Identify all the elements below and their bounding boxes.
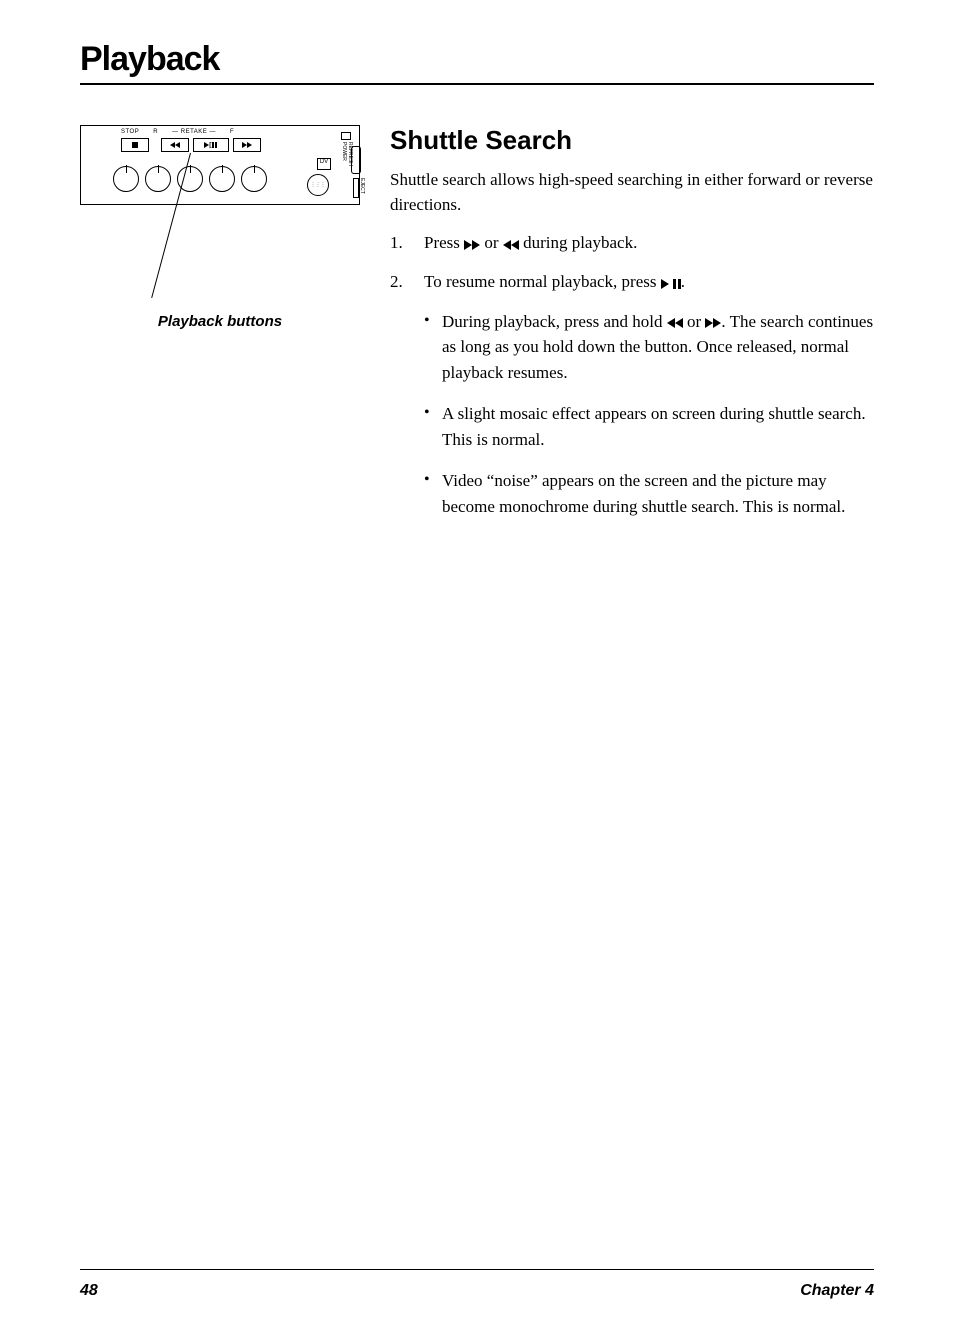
- retake-label: — RETAKE —: [172, 129, 216, 135]
- note-text: During playback, press and hold or . The…: [442, 309, 874, 386]
- button-labels-row: STOP R — RETAKE — F: [121, 129, 234, 135]
- speaker-icon: ⋮⋮⋮: [307, 174, 329, 196]
- note-2: • A slight mosaic effect appears on scre…: [424, 401, 874, 452]
- content-area: STOP R — RETAKE — F: [80, 125, 874, 535]
- step-text: To resume normal playback, press .: [424, 270, 685, 295]
- page-number: 48: [80, 1282, 98, 1300]
- knob-row: [113, 166, 267, 192]
- note-3: • Video “noise” appears on the screen an…: [424, 468, 874, 519]
- step-1: 1. Press or during playback.: [390, 231, 874, 256]
- dv-indicator: DV: [317, 158, 331, 170]
- fast-forward-button: [233, 138, 261, 152]
- notes-list: • During playback, press and hold or . T…: [424, 309, 874, 520]
- note-text: Video “noise” appears on the screen and …: [442, 468, 874, 519]
- knob-5: [241, 166, 267, 192]
- note-1: • During playback, press and hold or . T…: [424, 309, 874, 386]
- playback-buttons-diagram: STOP R — RETAKE — F: [80, 125, 360, 290]
- knob-2: [145, 166, 171, 192]
- step-2: 2. To resume normal playback, press .: [390, 270, 874, 295]
- note-text: A slight mosaic effect appears on screen…: [442, 401, 874, 452]
- knob-4: [209, 166, 235, 192]
- step-text: Press or during playback.: [424, 231, 637, 256]
- intro-paragraph: Shuttle search allows high-speed searchi…: [390, 168, 874, 217]
- chapter-title: Playback: [80, 40, 874, 85]
- fast-forward-icon: [705, 314, 721, 331]
- play-pause-button: [193, 138, 229, 152]
- callout-label: Playback buttons: [80, 313, 360, 330]
- device-panel: STOP R — RETAKE — F: [80, 125, 360, 205]
- r-label: R: [153, 129, 158, 135]
- rewind-icon: [667, 314, 683, 331]
- bullet-icon: •: [424, 401, 442, 452]
- side-panel: POWER REFRESH EJECT: [333, 132, 351, 198]
- footer-rule: [80, 1269, 874, 1270]
- chapter-label: Chapter 4: [800, 1282, 874, 1300]
- bullet-icon: •: [424, 309, 442, 386]
- step-number: 1.: [390, 231, 424, 256]
- fast-forward-icon: [464, 236, 480, 253]
- rewind-button: [161, 138, 189, 152]
- section-title: Shuttle Search: [390, 125, 874, 156]
- page-footer: 48 Chapter 4: [80, 1282, 874, 1300]
- stop-button: [121, 138, 149, 152]
- play-pause-icon: [661, 275, 681, 292]
- steps-list: 1. Press or during playback. 2. To resum…: [390, 231, 874, 294]
- step-number: 2.: [390, 270, 424, 295]
- left-column: STOP R — RETAKE — F: [80, 125, 360, 535]
- stop-label: STOP: [121, 129, 139, 135]
- knob-1: [113, 166, 139, 192]
- rewind-icon: [503, 236, 519, 253]
- button-row: [121, 138, 261, 152]
- f-label: F: [230, 129, 234, 135]
- eject-label: EJECT: [359, 178, 365, 194]
- bullet-icon: •: [424, 468, 442, 519]
- right-column: Shuttle Search Shuttle search allows hig…: [390, 125, 874, 535]
